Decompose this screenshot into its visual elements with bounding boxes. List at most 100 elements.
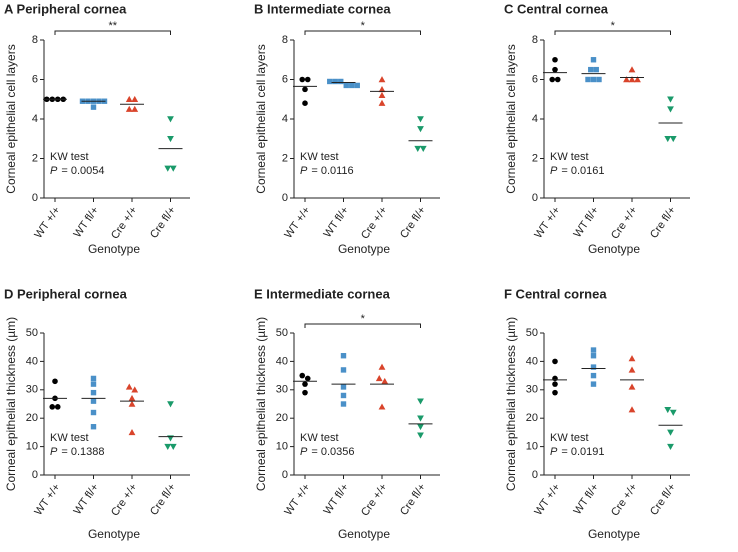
y-axis-label: Corneal epithelial thickness (µm) <box>254 317 268 491</box>
y-tick-label: 0 <box>532 192 538 204</box>
stat-test: KW test <box>550 151 589 163</box>
data-point <box>131 386 139 393</box>
y-tick-label: 0 <box>532 469 538 481</box>
data-point <box>343 82 349 89</box>
data-point <box>667 429 674 436</box>
y-tick-label: 0 <box>32 469 38 481</box>
y-tick-label: 20 <box>526 412 538 424</box>
x-tick-label: Cre fl/+ <box>398 482 428 518</box>
data-point <box>54 404 61 410</box>
data-point <box>667 106 674 113</box>
y-axis-label: Corneal epithelial cell layers <box>4 44 18 193</box>
x-tick-label: WT +/+ <box>282 482 312 518</box>
data-point <box>90 389 97 396</box>
significance-bracket <box>54 30 171 35</box>
x-axis-label: Genotype <box>338 527 390 541</box>
data-point <box>585 76 591 83</box>
data-point <box>167 136 174 143</box>
significance-bracket <box>554 30 671 35</box>
p-text: = 0.0054 <box>61 165 104 177</box>
data-point <box>125 383 133 390</box>
data-point <box>332 78 338 85</box>
y-tick-label: 50 <box>276 327 288 339</box>
data-point <box>304 76 311 83</box>
data-point <box>164 443 172 450</box>
x-tick-label: WT fl/+ <box>71 205 101 241</box>
data-point <box>549 76 556 83</box>
x-tick-label: WT +/+ <box>532 205 562 241</box>
y-tick-label: 10 <box>276 441 288 453</box>
p-value: P = 0.1388 <box>50 446 104 458</box>
data-point <box>349 82 355 89</box>
data-point <box>590 381 597 387</box>
significance-label: * <box>611 20 616 32</box>
stat-test: KW test <box>550 432 589 444</box>
p-value: P = 0.0116 <box>300 165 354 177</box>
significance-label: ** <box>108 20 117 32</box>
p-symbol: P <box>300 446 308 458</box>
data-point <box>167 401 174 408</box>
y-tick-label: 40 <box>526 355 538 367</box>
data-point <box>128 400 136 407</box>
y-tick-label: 40 <box>26 355 38 367</box>
panel-title: F Central cornea <box>504 286 607 301</box>
data-point <box>378 91 386 99</box>
y-tick-label: 6 <box>532 73 538 85</box>
data-point <box>552 375 558 382</box>
data-point <box>131 95 139 102</box>
panel-title: C Central cornea <box>504 1 609 16</box>
x-tick-label: Cre +/+ <box>609 482 640 519</box>
data-point <box>304 375 311 382</box>
y-tick-label: 10 <box>26 441 38 453</box>
p-symbol: P <box>50 165 58 177</box>
x-tick-label: Cre +/+ <box>359 205 390 242</box>
x-tick-label: Cre fl/+ <box>648 482 678 518</box>
data-point <box>593 66 599 73</box>
y-tick-label: 50 <box>526 327 538 339</box>
data-point <box>590 364 597 370</box>
data-point <box>628 366 636 373</box>
data-point <box>554 76 561 83</box>
y-tick-label: 4 <box>32 113 38 125</box>
data-point <box>628 383 636 390</box>
p-symbol: P <box>550 446 558 458</box>
data-point <box>302 86 308 93</box>
y-tick-label: 10 <box>526 441 538 453</box>
p-text: = 0.0356 <box>311 446 354 458</box>
significance-bracket <box>304 30 421 35</box>
significance-label: * <box>361 20 366 32</box>
y-tick-label: 2 <box>532 152 538 164</box>
y-tick-label: 0 <box>32 192 38 204</box>
p-text: = 0.0116 <box>311 165 353 177</box>
data-point <box>169 443 177 450</box>
data-point <box>128 429 136 436</box>
data-point <box>590 347 597 353</box>
panel-title: B Intermediate cornea <box>254 1 391 16</box>
data-point <box>417 398 424 405</box>
p-value: P = 0.0161 <box>550 165 604 177</box>
data-point <box>340 384 347 390</box>
data-point <box>417 424 424 431</box>
p-symbol: P <box>300 165 308 177</box>
x-axis-label: Genotype <box>338 242 390 256</box>
data-point <box>125 105 133 112</box>
y-tick-label: 50 <box>26 327 38 339</box>
y-tick-label: 8 <box>532 34 538 46</box>
y-tick-label: 30 <box>526 384 538 396</box>
y-axis-label: Corneal epithelial cell layers <box>504 44 518 193</box>
data-point <box>634 76 641 83</box>
p-symbol: P <box>550 165 558 177</box>
data-point <box>167 116 174 123</box>
significance-bracket <box>304 323 421 328</box>
p-text: = 0.0161 <box>561 165 604 177</box>
x-tick-label: WT fl/+ <box>321 482 351 518</box>
data-point <box>590 76 597 83</box>
p-value: P = 0.0191 <box>550 446 604 458</box>
data-point <box>664 136 672 143</box>
data-point <box>90 375 97 382</box>
data-point <box>378 403 386 410</box>
p-symbol: P <box>50 446 58 458</box>
data-point <box>590 353 597 359</box>
data-point <box>49 404 56 410</box>
data-point <box>90 409 97 416</box>
